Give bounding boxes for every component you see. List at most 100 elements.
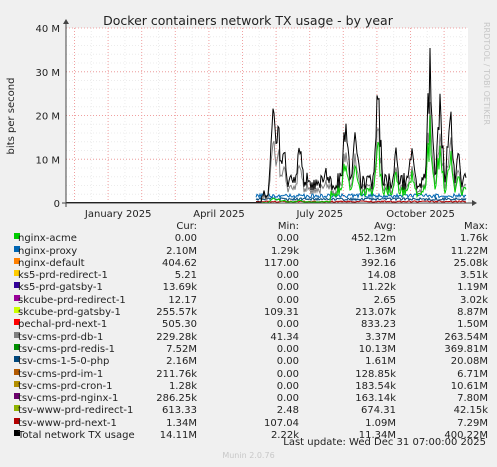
y-tick-label: 20 M <box>35 112 60 123</box>
legend-swatch <box>14 257 20 264</box>
legend-swatch <box>14 282 20 289</box>
legend-name: ks5-prd-gatsby-1 <box>18 282 103 294</box>
legend-swatch <box>14 417 20 424</box>
legend-swatch <box>14 343 20 350</box>
x-tick-label: October 2025 <box>386 209 455 220</box>
y-axis-arrow <box>63 19 69 24</box>
legend-avg: 14.08 <box>367 270 396 282</box>
legend-min: 0.00 <box>276 393 299 405</box>
legend-swatch <box>14 307 20 314</box>
x-tick-label: January 2025 <box>84 209 152 220</box>
legend-swatch <box>14 393 20 400</box>
legend-max: 8.87M <box>457 307 488 319</box>
legend-cur: 404.62 <box>162 257 197 269</box>
legend-name: tsv-cms-prd-db-1 <box>18 331 104 343</box>
legend-avg: 11.22k <box>361 282 396 294</box>
legend-row: tsv-www-prd-redirect-1 613.33 2.48 674.31 42… <box>14 405 488 417</box>
legend-min: 117.00 <box>264 257 299 269</box>
legend-max: 369.81M <box>444 343 488 355</box>
legend-cur: 2.16M <box>166 356 197 368</box>
legend-max: 1.76k <box>459 233 488 245</box>
series-tsv-cms-1-5-0-php <box>255 196 467 202</box>
legend-min: 0.00 <box>276 294 299 306</box>
legend-min: 2.22k <box>270 430 299 442</box>
legend-row: tsv-cms-prd-im-1 211.76k 0.00 128.85k 6.71M <box>14 368 488 381</box>
legend-min: 0.00 <box>276 319 299 331</box>
chart-svg: Docker containers network TX usage - by … <box>6 13 491 220</box>
legend-swatch <box>14 319 20 326</box>
rrdtool-watermark: RRDTOOL / TOBI OETIKER <box>482 22 491 125</box>
legend-cur: 255.57k <box>156 307 197 319</box>
legend-cur: 0.00 <box>174 233 197 245</box>
legend-min: 0.00 <box>276 233 299 245</box>
legend-max: 7.80M <box>457 393 488 405</box>
legend-name: ks5-prd-redirect-1 <box>18 270 108 282</box>
legend-name: nginx-acme <box>18 233 77 245</box>
series-total <box>256 47 467 203</box>
legend-avg: 10.13M <box>358 343 396 355</box>
legend-min: 0.00 <box>276 356 299 368</box>
legend-avg: 452.12m <box>351 233 396 245</box>
legend-avg: 11.34M <box>358 430 396 442</box>
legend-avg: 213.07k <box>355 307 396 319</box>
legend-min: 0.00 <box>276 343 299 355</box>
legend-cur: 12.17 <box>168 294 197 306</box>
legend-header-avg: Avg: <box>374 221 396 232</box>
x-tick-label: April 2025 <box>193 209 244 220</box>
legend-cur: 5.21 <box>174 270 197 282</box>
legend-avg: 392.16 <box>361 257 396 269</box>
legend-name: tsv-www-prd-next-1 <box>18 417 117 429</box>
legend-avg: 1.36M <box>365 245 396 257</box>
legend-name: skcube-prd-gatsby-1 <box>18 307 121 319</box>
legend-cur: 1.28k <box>168 380 197 392</box>
x-tick-labels: January 2025 April 2025 July 2025 October 2… <box>84 209 455 220</box>
legend-avg: 1.09M <box>365 417 396 429</box>
legend-avg: 163.14k <box>355 393 396 405</box>
legend-name: nginx-proxy <box>18 245 78 257</box>
legend-min: 0.00 <box>276 380 299 392</box>
legend: Cur: Min: Avg: Max: nginx-acme 0.00 0.00 45… <box>14 221 488 442</box>
legend-max: 263.54M <box>444 331 488 343</box>
x-tick-label: July 2025 <box>295 209 343 220</box>
series-tsv-www-prd-next-1 <box>255 200 467 203</box>
legend-row: nginx-default 404.62 117.00 392.16 25.08k <box>14 257 488 270</box>
legend-max: 3.51k <box>459 270 488 282</box>
legend-name: tsv-cms-prd-redis-1 <box>18 343 116 355</box>
legend-name: skcube-prd-redirect-1 <box>18 294 126 306</box>
legend-max: 10.61M <box>450 380 488 392</box>
legend-cur: 2.10M <box>166 245 197 257</box>
legend-swatch <box>14 331 20 338</box>
legend-avg: 3.37M <box>365 331 396 343</box>
y-axis-label: bits per second <box>6 78 17 155</box>
legend-row: nginx-acme 0.00 0.00 452.12m 1.76k <box>14 233 488 245</box>
legend-swatch <box>14 380 20 387</box>
legend-row: tsv-cms-prd-redis-1 7.52M 0.00 10.13M 369.81… <box>14 343 488 356</box>
legend-swatch <box>14 294 20 301</box>
legend-cur: 7.52M <box>166 343 197 355</box>
legend-min: 2.48 <box>276 405 299 417</box>
legend-header: Cur: Min: Avg: Max: <box>14 221 488 233</box>
legend-name: tsv-www-prd-redirect-1 <box>18 405 134 417</box>
legend-name: tsv-cms-prd-im-1 <box>18 368 104 380</box>
y-tick-label: 10 M <box>35 155 60 166</box>
legend-min: 107.04 <box>264 417 299 429</box>
legend-header-min: Min: <box>277 221 299 232</box>
legend-swatch <box>14 430 20 437</box>
legend-min: 109.31 <box>264 307 299 319</box>
legend-avg: 833.23 <box>361 319 396 331</box>
legend-row: tsv-cms-prd-nginx-1 286.25k 0.00 163.14k 7.8… <box>14 393 488 405</box>
legend-cur: 14.11M <box>159 430 197 442</box>
legend-row: ks5-prd-gatsby-1 13.69k 0.00 11.22k 1.19M <box>14 282 488 294</box>
legend-max: 1.19M <box>457 282 488 294</box>
legend-row: tsv-cms-1-5-0-php 2.16M 0.00 1.61M 20.08M <box>14 356 488 368</box>
legend-row: pechal-prd-next-1 505.30 0.00 833.23 1.50M <box>14 319 488 331</box>
legend-header-cur: Cur: <box>176 221 197 232</box>
legend-cur: 229.28k <box>156 331 197 343</box>
x-axis-arrow <box>472 200 477 206</box>
legend-name: tsv-cms-prd-nginx-1 <box>18 393 119 405</box>
y-tick-label: 30 M <box>35 68 60 79</box>
legend-swatch <box>14 270 20 277</box>
legend-row: tsv-www-prd-next-1 1.34M 107.04 1.09M 7.29M <box>14 417 488 430</box>
legend-max: 11.22M <box>450 245 488 257</box>
